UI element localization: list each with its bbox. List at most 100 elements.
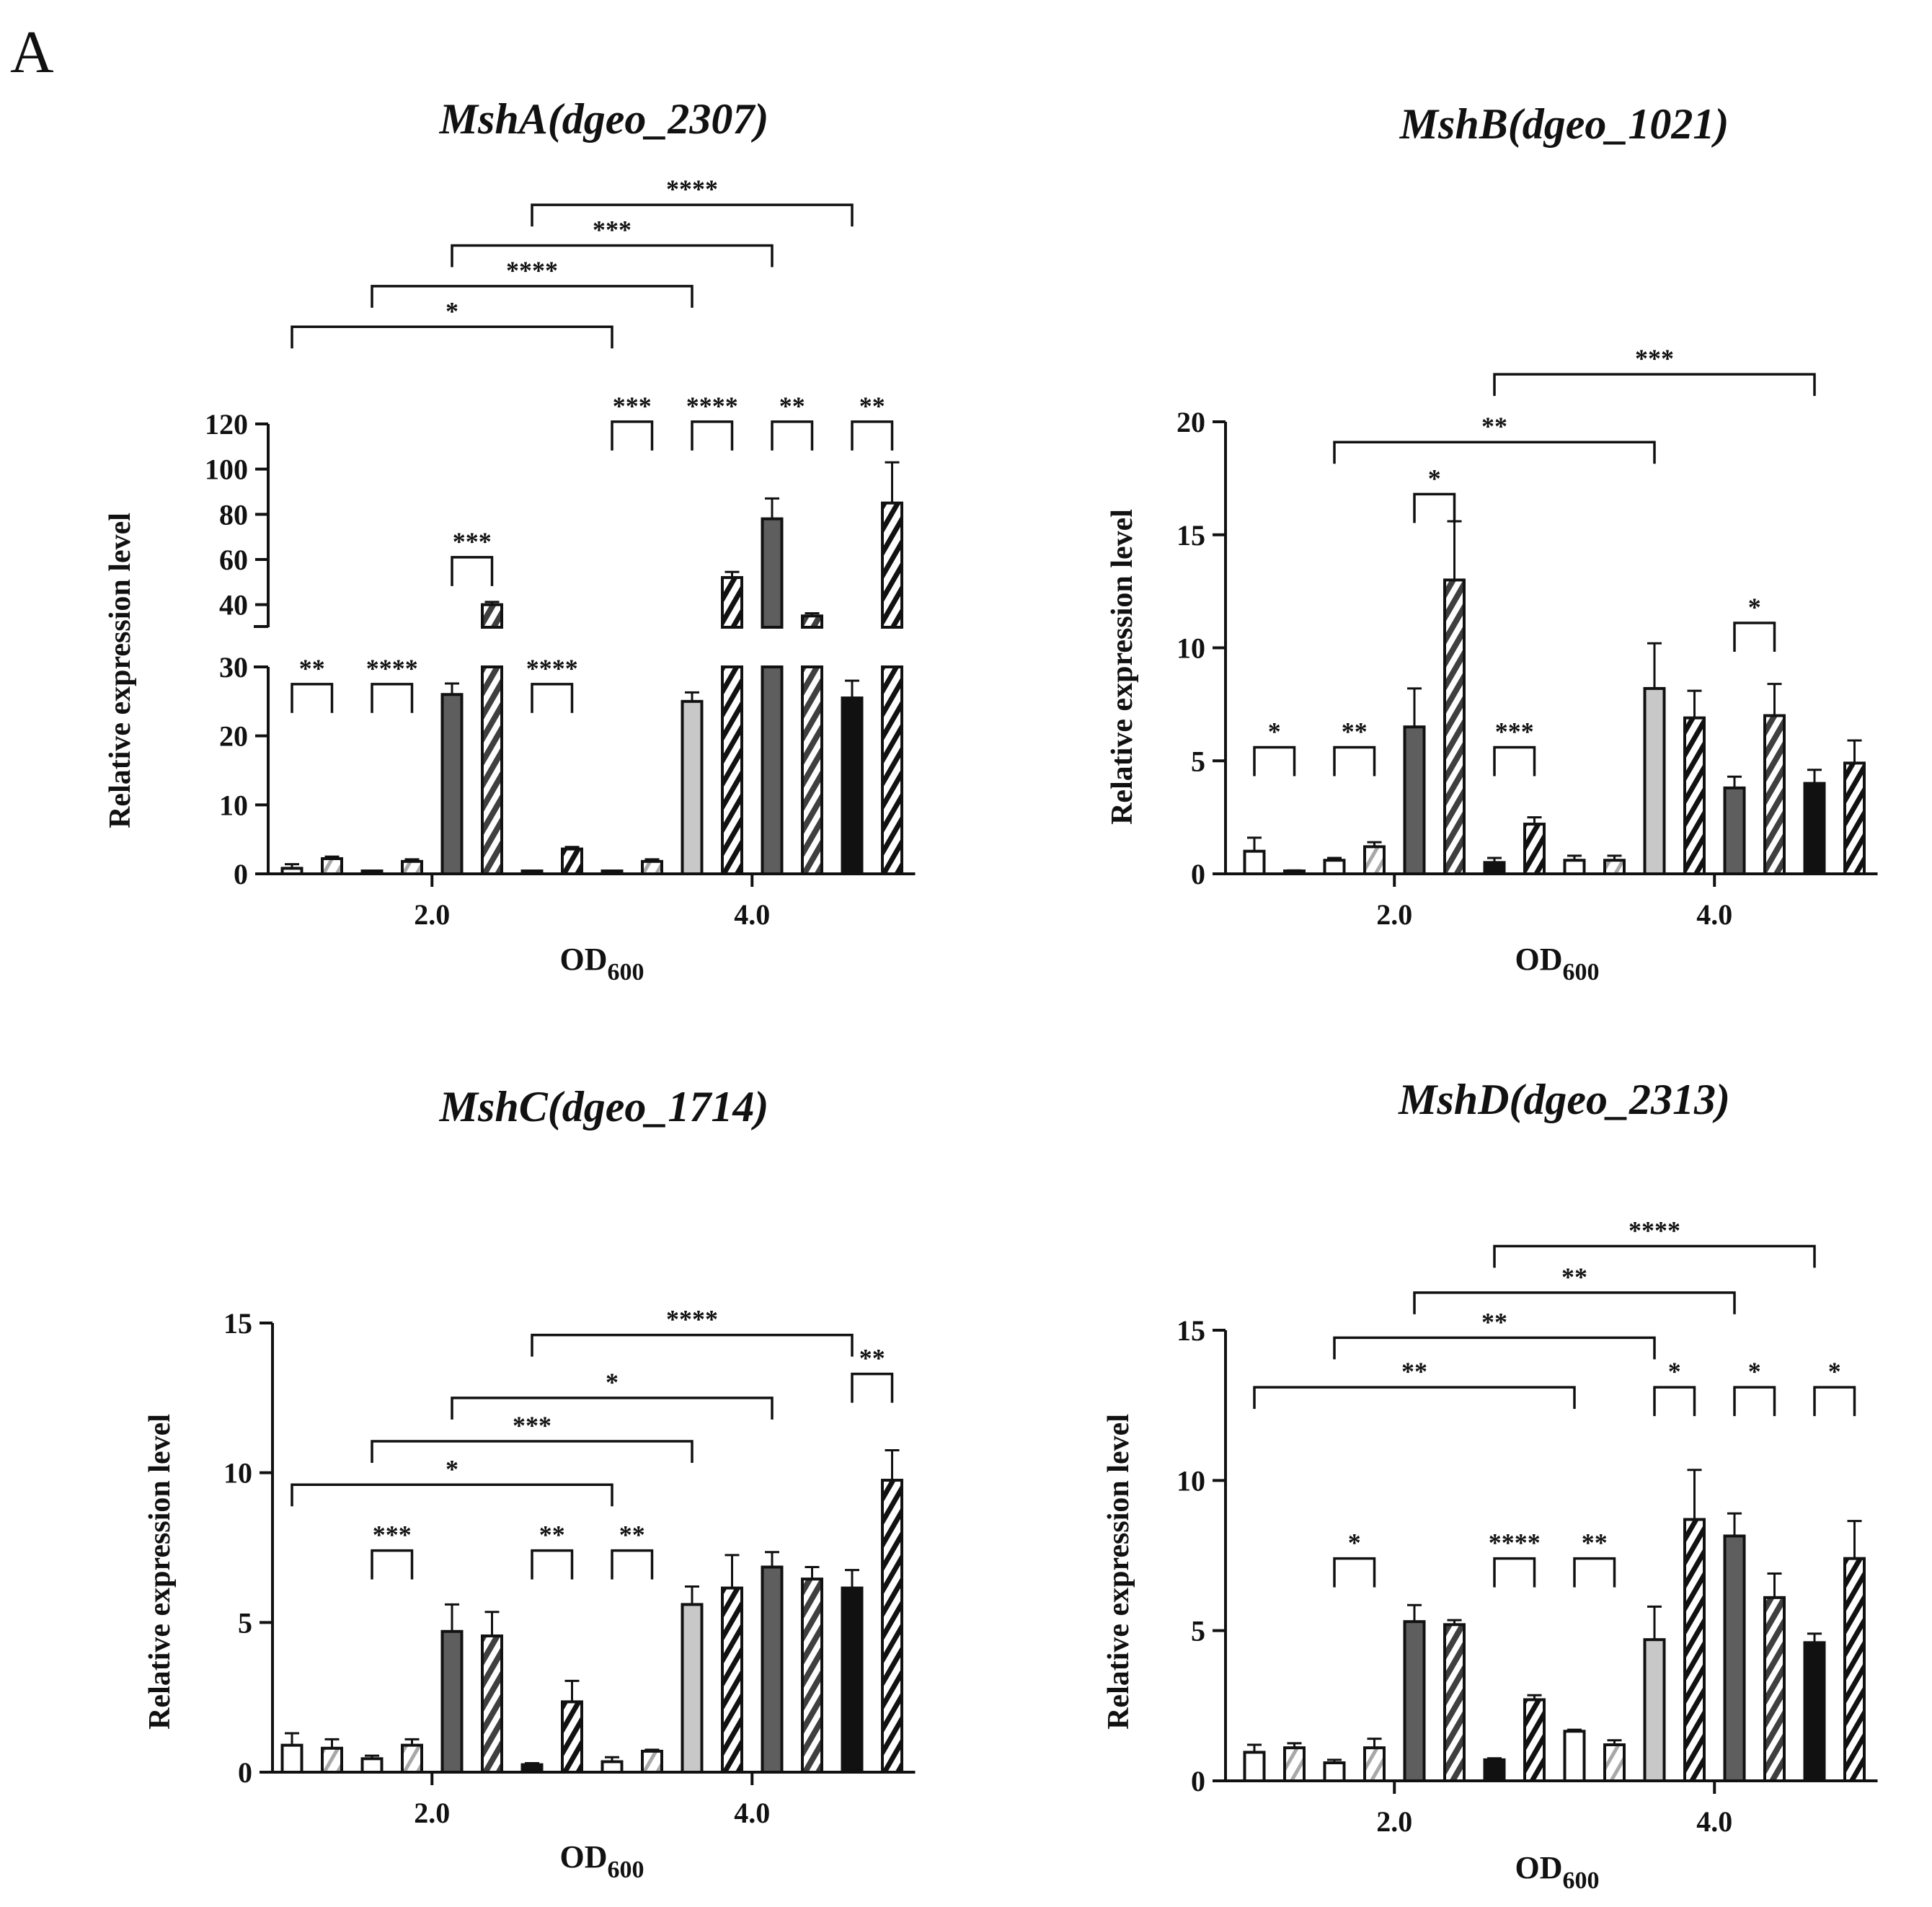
- x-tick-label: 2.0: [414, 1797, 450, 1829]
- bar: [1483, 861, 1506, 875]
- bar-upper-segment: [721, 576, 743, 629]
- bar: [1523, 823, 1546, 876]
- chart-title: MshA(dgeo_2307): [439, 95, 769, 143]
- significance-bracket: [1493, 1244, 1816, 1268]
- significance-label: **: [1481, 1307, 1507, 1336]
- y-tick-label: 10: [1177, 632, 1205, 665]
- x-tick-label: 2.0: [1376, 1805, 1412, 1838]
- significance-bracket: [1253, 1386, 1576, 1410]
- bar: [1763, 1596, 1786, 1782]
- significance-label: **: [619, 1521, 645, 1549]
- significance-bracket: [1333, 441, 1656, 464]
- bar: [1843, 1557, 1866, 1783]
- bar: [1403, 725, 1426, 875]
- significance-bracket: [1333, 745, 1376, 776]
- bar: [841, 696, 864, 875]
- significance-label: ****: [366, 654, 418, 683]
- bar: [1483, 1758, 1506, 1782]
- significance-bracket: [1813, 1386, 1856, 1417]
- significance-label: *: [1748, 593, 1761, 621]
- significance-label: *: [606, 1368, 619, 1397]
- bar: [1523, 1698, 1546, 1782]
- significance-bracket: [531, 683, 574, 713]
- significance-bracket: [451, 244, 774, 267]
- significance-label: ****: [666, 1305, 718, 1334]
- bar: [280, 1743, 303, 1774]
- y-tick-label: 0: [238, 1756, 252, 1789]
- bar: [1683, 716, 1706, 875]
- y-tick-label: 15: [223, 1307, 252, 1340]
- significance-label: ****: [1489, 1528, 1541, 1557]
- significance-label: **: [859, 1344, 885, 1373]
- significance-label: **: [299, 654, 325, 683]
- significance-bracket: [1733, 1386, 1776, 1417]
- significance-bracket: [1413, 1291, 1736, 1314]
- y-tick-label: 120: [205, 408, 248, 441]
- significance-bracket: [1333, 1336, 1656, 1360]
- significance-bracket: [1493, 373, 1816, 397]
- significance-label: *: [446, 1454, 458, 1483]
- significance-bracket: [1573, 1557, 1616, 1588]
- significance-bracket: [1653, 1386, 1696, 1417]
- y-axis-label: Relative expression level: [143, 1414, 177, 1730]
- significance-label: ***: [1635, 344, 1674, 373]
- bar: [520, 1763, 544, 1774]
- bar: [1363, 845, 1386, 876]
- bar: [801, 665, 823, 875]
- bar: [401, 859, 423, 876]
- y-tick-label: 60: [219, 544, 248, 576]
- bar: [1443, 578, 1466, 875]
- bar: [1323, 1761, 1346, 1782]
- y-tick-label: 10: [1177, 1464, 1205, 1497]
- bar: [561, 847, 583, 876]
- y-tick-label: 10: [223, 1457, 252, 1490]
- bar: [681, 699, 704, 875]
- x-axis-label-main: OD: [560, 1839, 608, 1875]
- bar: [1803, 1641, 1826, 1782]
- y-tick-label: 80: [219, 498, 248, 531]
- significance-bracket: [611, 420, 654, 451]
- bar: [1643, 1638, 1666, 1783]
- significance-bracket: [1733, 621, 1776, 652]
- significance-label: **: [1401, 1357, 1427, 1386]
- bar: [1363, 1746, 1386, 1783]
- bar: [401, 1743, 423, 1774]
- bar: [561, 1700, 583, 1774]
- y-tick-label: 40: [219, 589, 248, 621]
- x-axis-label-main: OD: [1515, 942, 1563, 977]
- significance-bracket: [371, 1549, 414, 1580]
- significance-bracket: [1333, 1557, 1376, 1588]
- bar: [1723, 1534, 1746, 1783]
- significance-bracket: [291, 683, 334, 713]
- y-tick-label: 5: [1191, 745, 1205, 777]
- y-tick-label: 0: [234, 858, 248, 890]
- x-tick-label: 4.0: [1696, 898, 1732, 931]
- y-tick-label: 0: [1191, 1765, 1205, 1797]
- significance-label: ***: [373, 1521, 412, 1549]
- chart-title: MshC(dgeo_1714): [439, 1083, 769, 1131]
- y-axis-label: Relative expression level: [104, 513, 137, 828]
- chart-title: MshB(dgeo_1021): [1399, 100, 1729, 148]
- x-axis-label-subscript: 600: [1563, 959, 1600, 986]
- x-tick-label: 4.0: [1696, 1805, 1732, 1838]
- bar: [801, 1578, 823, 1774]
- significance-label: ***: [513, 1411, 551, 1440]
- significance-bracket: [851, 420, 894, 451]
- bar: [481, 665, 503, 875]
- bar: [721, 665, 743, 875]
- significance-label: ****: [666, 174, 718, 203]
- significance-bracket: [291, 325, 613, 349]
- significance-label: ****: [1629, 1216, 1680, 1244]
- x-axis-label-subscript: 600: [608, 959, 644, 986]
- bar: [1323, 859, 1346, 875]
- chart-mshb: MshB(dgeo_1021) Relative expression level…: [1106, 100, 1878, 986]
- significance-label: ***: [453, 527, 492, 556]
- y-axis-label: Relative expression level: [1106, 509, 1139, 825]
- significance-label: **: [1481, 412, 1507, 441]
- y-axis-label: Relative expression level: [1102, 1414, 1135, 1730]
- significance-label: **: [1561, 1262, 1587, 1291]
- chart-mshc: MshC(dgeo_1714) Relative expression level…: [143, 1083, 916, 1883]
- bar: [1403, 1620, 1426, 1783]
- bar: [1563, 1730, 1586, 1782]
